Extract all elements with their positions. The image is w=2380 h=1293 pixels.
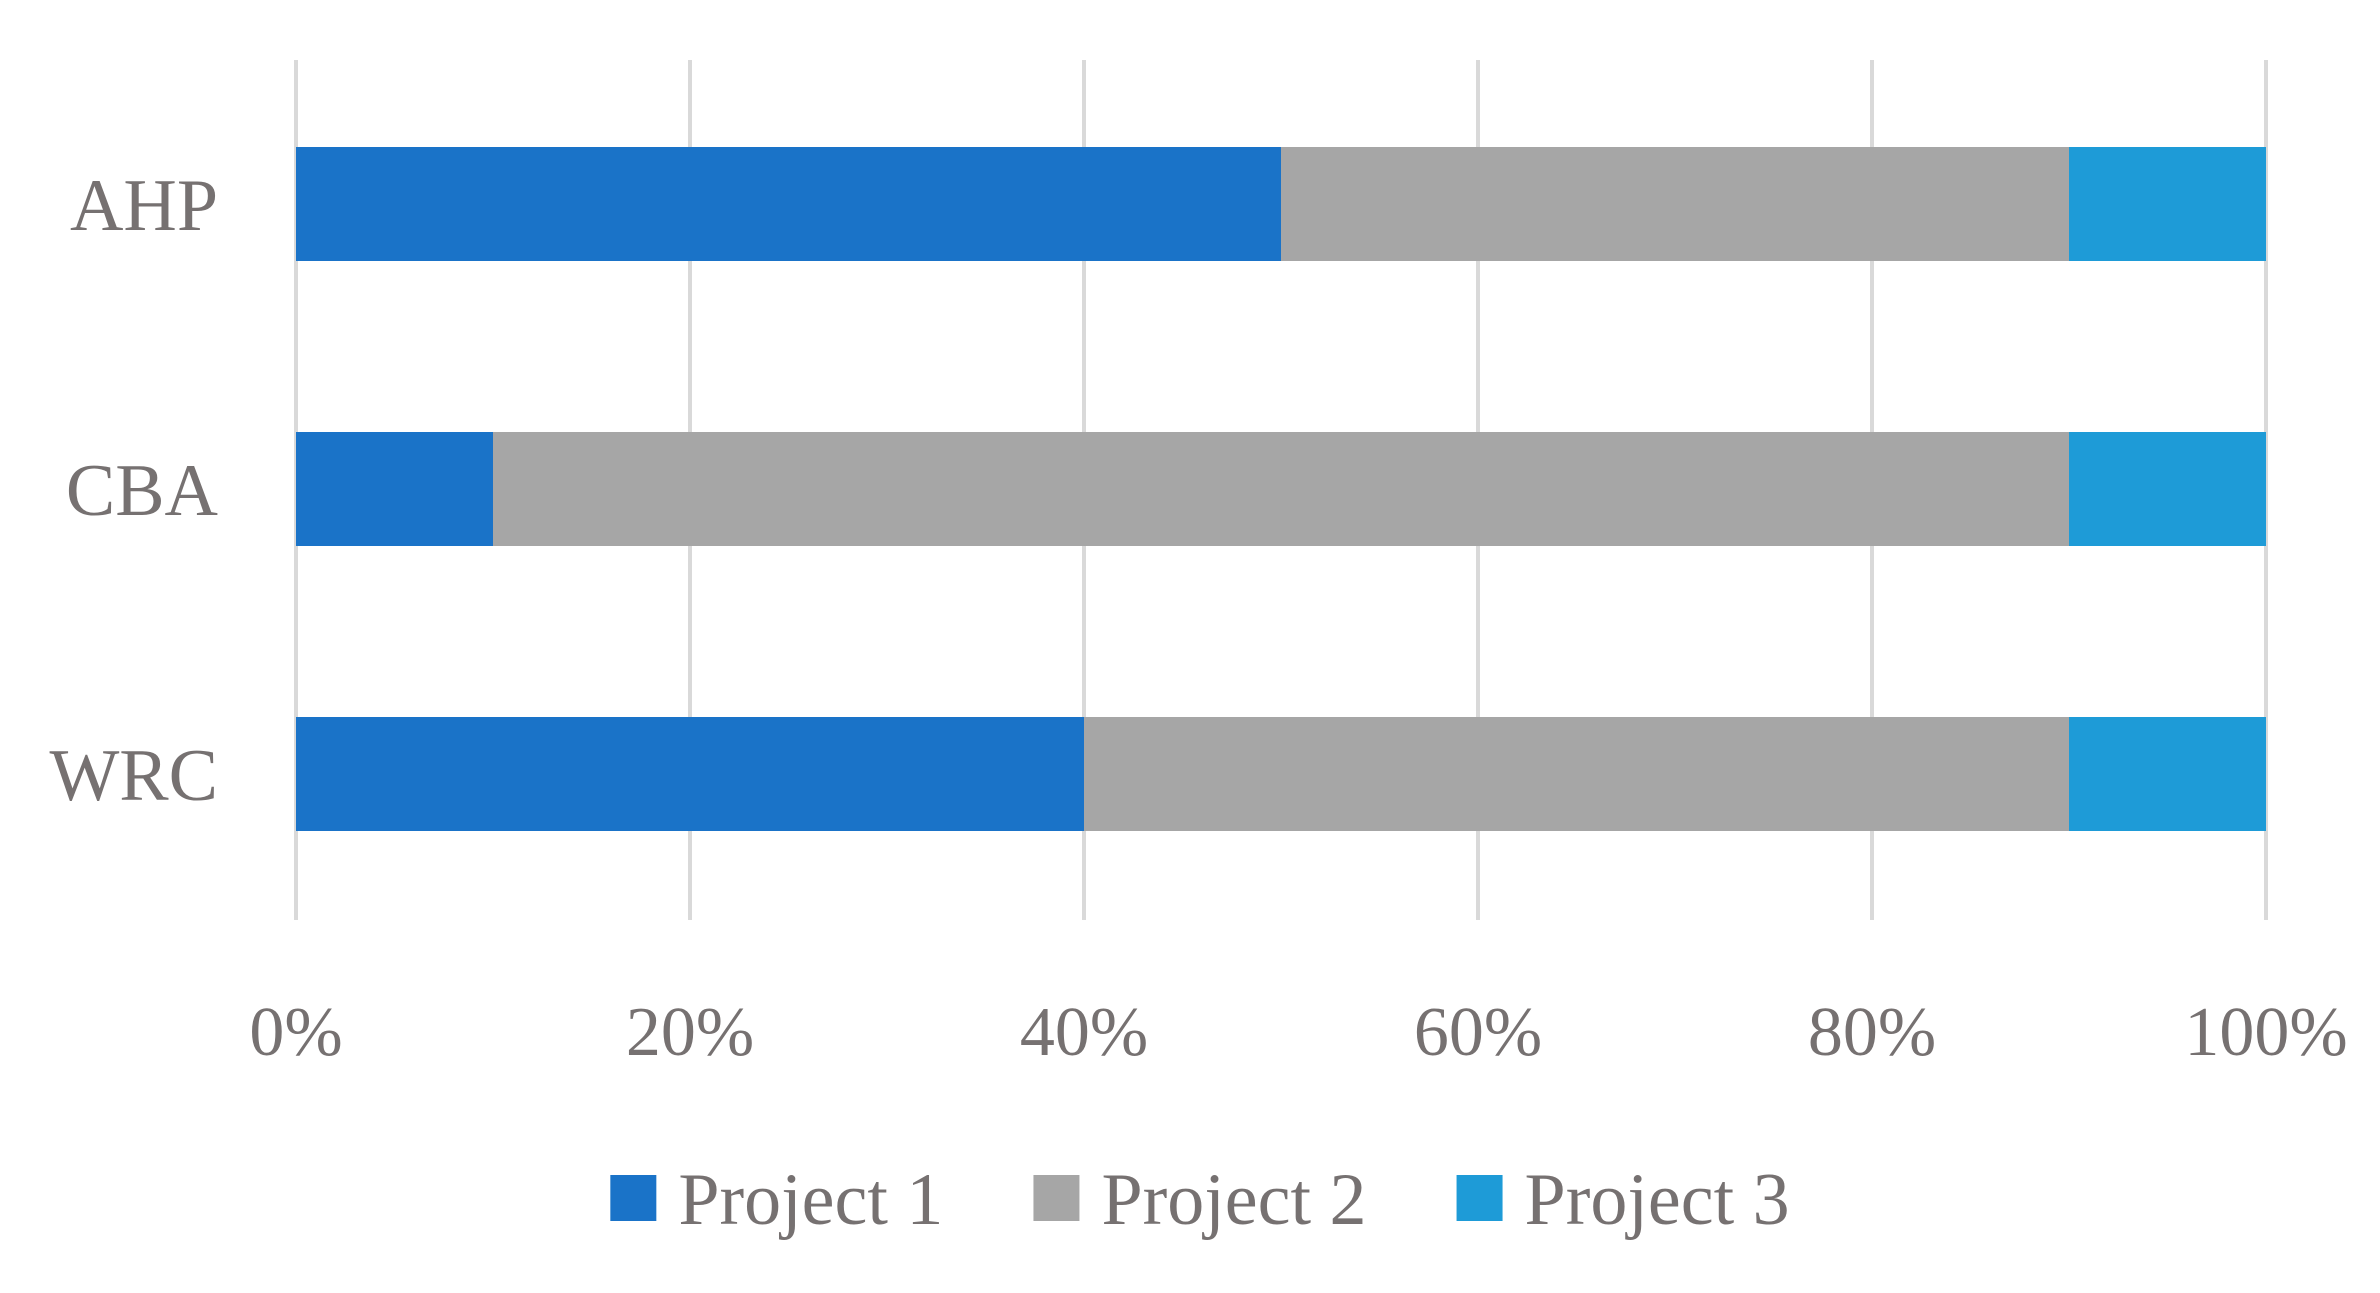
x-tick-label: 80% (1808, 994, 1936, 1071)
x-tick-label: 20% (626, 994, 754, 1071)
bar-wrc-project-3 (2069, 717, 2266, 831)
bar-cba-project-3 (2069, 432, 2266, 546)
category-label: CBA (66, 450, 218, 532)
legend-label: Project 3 (1525, 1159, 1790, 1241)
category-label: WRC (49, 735, 218, 817)
category-label: AHP (70, 165, 218, 247)
bar-cba-project-2 (493, 432, 2069, 546)
legend: Project 1 Project 2 Project 3 (610, 1159, 1790, 1241)
legend-label: Project 1 (678, 1159, 943, 1241)
bar-cba-project-1 (296, 432, 493, 546)
bar-wrc-project-2 (1084, 717, 2069, 831)
legend-swatch (1033, 1175, 1080, 1221)
x-tick-label: 40% (1020, 994, 1148, 1071)
x-tick-label: 100% (2184, 994, 2347, 1071)
legend-item-project-1: Project 1 (610, 1159, 943, 1241)
legend-item-project-3: Project 3 (1456, 1159, 1790, 1241)
bar-wrc-project-1 (296, 717, 1084, 831)
bar-ahp-project-2 (1281, 147, 2069, 261)
bars (296, 147, 2266, 831)
legend-label: Project 2 (1101, 1159, 1366, 1241)
legend-swatch (610, 1175, 657, 1221)
legend-item-project-2: Project 2 (1033, 1159, 1367, 1241)
value-axis: 0% 20% 40% 60% 80% 100% (249, 994, 2347, 1071)
bar-ahp-project-3 (2069, 147, 2266, 261)
bar-ahp-project-1 (296, 147, 1281, 261)
x-tick-label: 0% (249, 994, 342, 1071)
category-axis: AHP CBA WRC (49, 165, 218, 817)
legend-swatch (1456, 1175, 1503, 1221)
x-tick-label: 60% (1414, 994, 1542, 1071)
